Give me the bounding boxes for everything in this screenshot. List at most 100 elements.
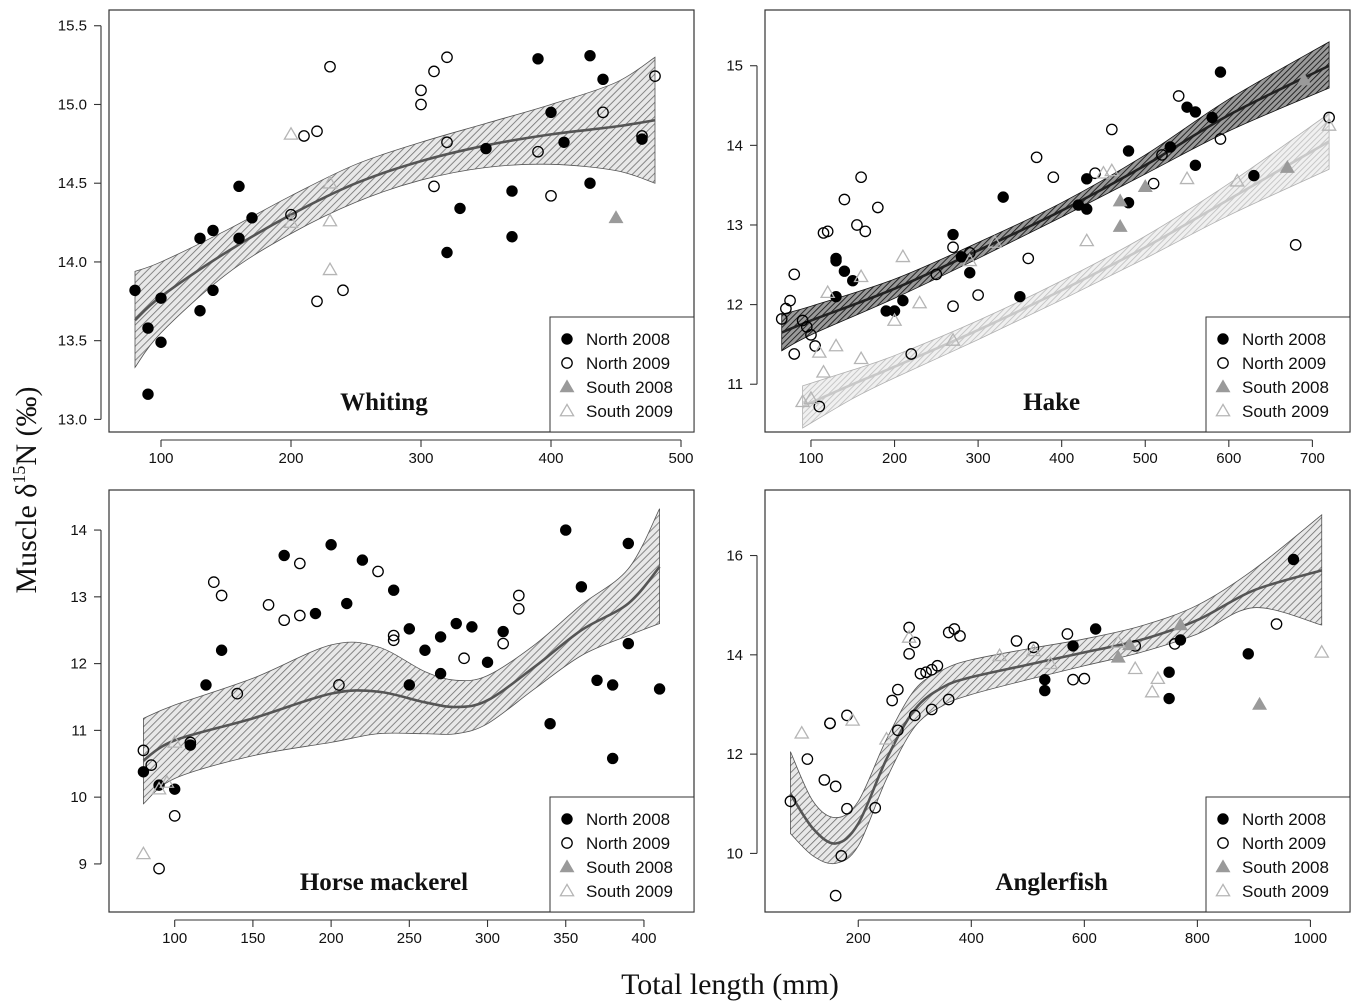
y-tick-label: 9: [79, 856, 87, 873]
data-point: [931, 659, 944, 672]
data-point: [168, 809, 181, 822]
data-point: [322, 175, 338, 189]
panel-whiting: 100 200 300 400 500 13.0 13.5 14.0 14.5 15.0 15.5 N…: [58, 9, 695, 467]
legend-frame: [1205, 316, 1351, 433]
data-point: [184, 739, 197, 751]
legend: North 2008 North 2009 South 2008 South 2009: [549, 796, 695, 913]
data-point: [801, 753, 814, 765]
panel-title: Anglerfish: [995, 869, 1108, 896]
data-point: [129, 284, 141, 296]
data-point: [903, 647, 915, 660]
data-point: [805, 329, 817, 341]
data-point: [298, 130, 310, 142]
data-point: [1122, 145, 1135, 157]
data-point: [137, 766, 150, 778]
legend-frame: [549, 316, 695, 433]
data-point: [387, 629, 400, 642]
legend-label: North 2009: [586, 354, 670, 373]
data-point: [780, 302, 792, 315]
data-point: [309, 607, 322, 620]
data-point: [1179, 170, 1195, 185]
data-point: [481, 656, 494, 668]
data-point: [283, 126, 299, 140]
data-point: [901, 629, 917, 643]
data-point: [441, 136, 453, 149]
data-point: [1189, 106, 1202, 118]
x-tick-label: 400: [1049, 450, 1074, 467]
x-tick-label: 300: [408, 450, 433, 467]
data-point: [942, 626, 955, 639]
x-tick-label: 200: [278, 450, 303, 467]
x-tick-label: 700: [1300, 450, 1325, 467]
panel-hake: 100 200 300 400 500 600 700 11 12 13 14 15 North 200…: [726, 9, 1351, 467]
legend-label: North 2009: [1242, 354, 1326, 373]
data-point: [1229, 173, 1245, 187]
data-point: [233, 180, 245, 193]
data-point: [964, 267, 976, 279]
data-point: [813, 400, 826, 413]
data-point: [497, 625, 509, 638]
legend-marker: [1215, 403, 1231, 417]
x-tick-label: 1000: [1294, 930, 1327, 947]
data-point: [1137, 179, 1153, 193]
data-point: [947, 241, 959, 254]
data-point: [142, 322, 154, 334]
data-point: [1112, 218, 1128, 232]
data-point: [1279, 160, 1295, 173]
y-axis: 13.0 13.5 14.0 14.5 15.0 15.5: [58, 18, 102, 428]
legend-marker: [1215, 883, 1231, 897]
data-point: [920, 666, 932, 679]
series-north-2008: [830, 66, 1260, 317]
legend-label: South 2009: [586, 402, 673, 421]
fit-line-1: [789, 569, 1323, 845]
data-point: [1252, 696, 1268, 710]
data-point: [1025, 642, 1042, 657]
legend-label: South 2009: [586, 882, 673, 901]
y-tick-label: 13: [726, 217, 743, 234]
series-north-2009: [137, 557, 525, 875]
data-point: [855, 171, 867, 184]
data-point: [1164, 141, 1177, 153]
x-tick-label: 300: [966, 450, 991, 467]
data-point: [1030, 151, 1043, 164]
data-point: [1144, 684, 1160, 698]
data-point: [194, 232, 206, 245]
legend-label: North 2008: [1242, 330, 1326, 349]
data-point: [278, 614, 291, 627]
data-point: [847, 275, 859, 287]
legend: North 2008 North 2009 South 2008 South 2009: [1205, 316, 1351, 433]
data-point: [895, 248, 911, 263]
legend: North 2008 North 2009 South 2008 South 2009: [1205, 796, 1351, 913]
data-point: [322, 213, 338, 227]
confidence-band-1: [790, 513, 1323, 865]
data-point: [1105, 123, 1118, 136]
x-tick-label: 300: [475, 930, 500, 947]
fit-line-1: [134, 118, 656, 322]
x-axis: 100 200 300 400 500: [148, 439, 694, 467]
fit-line-2: [802, 140, 1330, 408]
data-point: [1010, 635, 1023, 647]
data-point: [853, 268, 869, 283]
data-point: [337, 284, 349, 297]
data-point: [1314, 644, 1330, 658]
legend-marker: [1217, 837, 1229, 849]
data-point: [155, 292, 167, 304]
data-point: [622, 637, 635, 650]
data-point: [1039, 673, 1051, 686]
data-point: [905, 348, 918, 360]
data-point: [1089, 167, 1101, 180]
series-south-2008: [1110, 617, 1268, 710]
data-point: [293, 557, 306, 570]
data-point: [908, 709, 921, 722]
data-point: [545, 189, 557, 202]
data-point: [1270, 618, 1283, 630]
data-point: [1214, 133, 1227, 145]
y-tick-label: 10: [726, 845, 743, 862]
data-point: [841, 709, 853, 722]
data-point: [324, 60, 336, 73]
data-point: [1156, 149, 1168, 161]
data-point: [1214, 66, 1227, 78]
y-tick-label: 13.5: [58, 333, 87, 350]
data-point: [215, 644, 228, 656]
data-point: [853, 350, 869, 365]
